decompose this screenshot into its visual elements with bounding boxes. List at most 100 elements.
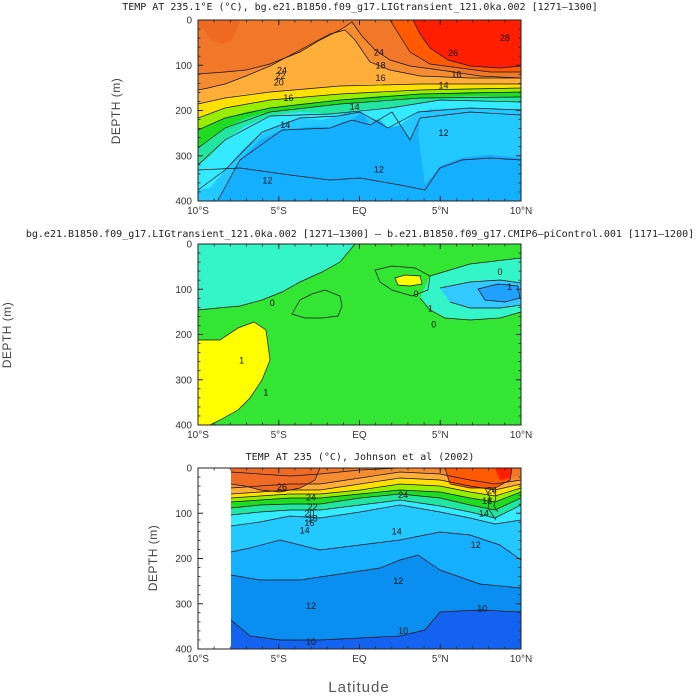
x-tick-label: EQ <box>352 430 367 441</box>
contour-label: 28 <box>500 33 510 43</box>
contour-label: 14 <box>479 508 489 518</box>
x-tick-label: 10°S <box>187 430 209 441</box>
y-tick-label: 400 <box>175 645 192 656</box>
fill-strong-positive <box>198 322 270 425</box>
contour-label: 0 <box>431 320 436 330</box>
panel-3-observed-temperature: TEMP AT 235 (°C), Johnson et al (2002) <box>146 452 532 665</box>
y-tick-label: 200 <box>175 554 192 565</box>
x-axis-label: Latitude <box>328 679 389 696</box>
panel-1-model-temperature: TEMP AT 235.1°E (°C), bg.e21.B1850.f09_g… <box>109 2 598 217</box>
contour-label: 18 <box>482 496 492 506</box>
contour-label: 0 <box>497 267 502 277</box>
contour-label: 12 <box>393 576 403 586</box>
panel-1-contours <box>198 20 521 201</box>
y-tick-label: 200 <box>175 330 192 341</box>
contour-label: 12 <box>374 164 384 174</box>
contour-label: 10 <box>398 626 408 636</box>
contour-label: 12 <box>306 601 316 611</box>
fill-26-28 <box>445 468 512 488</box>
fill-strong-negative <box>478 284 520 302</box>
x-tick-label: EQ <box>352 206 367 217</box>
panel-1-title: TEMP AT 235.1°E (°C), bg.e21.B1850.f09_g… <box>122 2 598 13</box>
x-tick-label: EQ <box>352 654 367 665</box>
panel-1-axes: 10°S 5°S EQ 5°N 10°N 0 100 200 300 400 <box>175 16 532 218</box>
contour-label: 0 <box>270 298 275 308</box>
x-tick-label: 10°N <box>510 654 532 665</box>
contour-label: 26 <box>277 482 287 492</box>
contour-label: 24 <box>277 66 287 76</box>
x-tick-label: 5°S <box>271 654 288 665</box>
contour-label: 20 <box>304 508 314 518</box>
x-tick-label: 5°N <box>432 654 449 665</box>
panel-2-title: bg.e21.B1850.f09_g17.LIGtransient_121.0k… <box>26 229 694 240</box>
panel-2-temperature-difference: bg.e21.B1850.f09_g17.LIGtransient_121.0k… <box>0 229 694 441</box>
y-tick-label: 400 <box>175 197 192 208</box>
contour-label: 22 <box>308 502 318 512</box>
y-tick-label: 100 <box>175 61 192 72</box>
contour-label: 10 <box>306 637 316 647</box>
panel-3-field <box>231 468 521 649</box>
y-tick-label: 0 <box>186 464 192 475</box>
contour-label: 16 <box>451 69 461 79</box>
y-tick-label: 300 <box>175 375 192 386</box>
x-tick-label: 10°N <box>510 430 532 441</box>
x-tick-label: 5°N <box>432 206 449 217</box>
y-tick-label: 0 <box>186 240 192 251</box>
contour-label: 1 <box>239 356 244 366</box>
contour-label: 12 <box>262 176 272 186</box>
y-tick-label: 300 <box>175 599 192 610</box>
contour-label: 22 <box>275 71 285 81</box>
panel-2-contours <box>198 244 521 425</box>
panel-2-field <box>198 244 521 425</box>
x-tick-label: 5°S <box>271 430 288 441</box>
contour-label: 14 <box>392 526 402 536</box>
contour-label: 24 <box>306 492 316 502</box>
panel-3-ylabel: DEPTH (m) <box>146 525 160 592</box>
panel-3-title: TEMP AT 235 (°C), Johnson et al (2002) <box>246 452 475 463</box>
y-tick-label: 100 <box>175 509 192 520</box>
contour-label: 12 <box>438 128 448 138</box>
y-tick-label: 200 <box>175 106 192 117</box>
x-tick-label: 5°N <box>432 430 449 441</box>
panel-1-field <box>198 20 521 201</box>
contour-label: 20 <box>274 77 284 87</box>
panel-1-ylabel: DEPTH (m) <box>109 78 123 145</box>
contour-label: 14 <box>350 102 360 112</box>
contour-label: 16 <box>375 73 385 83</box>
x-tick-label: 10°S <box>187 654 209 665</box>
contour-label: 12 <box>471 540 481 550</box>
contour-label: 16 <box>304 518 314 528</box>
contour-label: 26 <box>448 48 458 58</box>
panel-2-ylabel: DEPTH (m) <box>0 302 14 369</box>
y-tick-label: 300 <box>175 151 192 162</box>
contour-label: 1 <box>428 304 433 314</box>
x-tick-label: 5°S <box>271 206 288 217</box>
contour-label: 14 <box>438 81 448 91</box>
fill-zero-band <box>198 244 355 310</box>
contour-label: 0 <box>414 289 419 299</box>
panel-3-axes: 10°S 5°S EQ 5°N 10°N 0 100 200 300 400 <box>175 464 532 666</box>
contour-label: 24 <box>487 486 497 496</box>
y-tick-label: 0 <box>186 16 192 27</box>
fill-above-28 <box>413 20 521 68</box>
contour-label: 10 <box>477 603 487 613</box>
y-tick-label: 400 <box>175 421 192 432</box>
y-tick-label: 100 <box>175 285 192 296</box>
contour-label: 18 <box>308 514 318 524</box>
contour-label: 14 <box>300 525 310 535</box>
contour-label: 1 <box>507 282 512 292</box>
contour-label: 16 <box>283 93 293 103</box>
contour-label: 18 <box>375 60 385 70</box>
x-tick-label: 10°S <box>187 206 209 217</box>
contour-label: 14 <box>280 120 290 130</box>
x-tick-label: 10°N <box>510 206 532 217</box>
contour-label: 24 <box>398 490 408 500</box>
contour-label: 24 <box>374 48 384 58</box>
contour-label: 1 <box>263 387 268 397</box>
panel-3-contours <box>231 468 521 641</box>
